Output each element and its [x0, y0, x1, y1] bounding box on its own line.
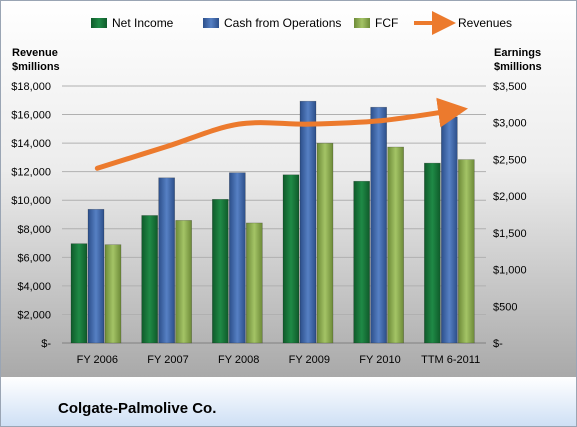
bar-cash-from-operations [441, 116, 458, 344]
category-labels: FY 2006 FY 2007 FY 2008 FY 2009 FY 2010 TTM 6… [77, 354, 481, 366]
gridlines [62, 85, 486, 344]
left-axis-ticks: $- $2,000 $4,000 $6,000 $8,000 $10,000 $12,000… [11, 81, 51, 350]
bars [70, 100, 475, 344]
left-axis-title-line1: Revenue [12, 47, 58, 59]
left-tick-label: $16,000 [11, 110, 51, 122]
right-tick-label: $1,000 [493, 265, 527, 277]
right-tick-label: $2,000 [493, 191, 527, 203]
left-tick-label: $12,000 [11, 167, 51, 179]
category-label: FY 2007 [147, 354, 188, 366]
left-tick-label: $2,000 [17, 309, 51, 321]
right-tick-label: $500 [493, 301, 517, 313]
legend-label-net-income: Net Income [112, 16, 174, 30]
bar-net-income [70, 243, 88, 344]
legend-label-revenues: Revenues [458, 16, 512, 30]
category-label: FY 2010 [359, 354, 400, 366]
right-axis-title-line2: $millions [494, 61, 542, 73]
bar-net-income [141, 215, 158, 344]
legend-swatch-net-income [91, 18, 107, 28]
left-tick-label: $18,000 [11, 81, 51, 93]
legend: Net Income Cash from Operations FCF Reve… [91, 11, 512, 35]
footer-background [1, 377, 576, 426]
right-tick-label: $3,500 [493, 81, 527, 93]
right-tick-label: $1,500 [493, 228, 527, 240]
category-label: FY 2008 [218, 354, 259, 366]
bar-cash-from-operations [299, 100, 317, 344]
right-axis-title-line1: Earnings [494, 47, 541, 59]
bar-fcf [175, 220, 192, 344]
revenue-line [94, 97, 468, 171]
revenue-line-path [94, 97, 468, 171]
company-name: Colgate-Palmolive Co. [58, 400, 216, 417]
right-tick-label: $3,000 [493, 118, 527, 130]
right-tick-label: $- [493, 338, 503, 350]
legend-swatch-fcf [354, 18, 370, 28]
bar-cash-from-operations [158, 177, 175, 344]
left-tick-label: $- [41, 338, 51, 350]
bar-cash-from-operations [229, 172, 246, 344]
right-axis-ticks: $- $500 $1,000 $1,500 $2,000 $2,500 $3,000 $3,5… [493, 81, 527, 350]
bar-net-income [282, 174, 300, 344]
bar-fcf [387, 146, 404, 344]
left-tick-label: $8,000 [17, 224, 51, 236]
bar-fcf [104, 244, 122, 344]
left-tick-label: $10,000 [11, 195, 51, 207]
bar-net-income [353, 180, 370, 344]
category-label: FY 2009 [289, 354, 330, 366]
right-tick-label: $2,500 [493, 154, 527, 166]
bar-fcf [316, 142, 334, 344]
left-tick-label: $6,000 [17, 252, 51, 264]
bar-cash-from-operations [370, 106, 387, 344]
left-tick-label: $14,000 [11, 138, 51, 150]
legend-swatch-cash-from-operations [203, 18, 219, 28]
left-axis-title-line2: $millions [12, 61, 60, 73]
category-label: TTM 6-2011 [421, 354, 480, 366]
bar-cash-from-operations [87, 208, 105, 344]
legend-label-fcf: FCF [375, 16, 398, 30]
bar-fcf [246, 222, 263, 344]
category-label: FY 2006 [77, 354, 118, 366]
legend-label-cash-from-operations: Cash from Operations [224, 16, 341, 30]
bar-net-income [212, 199, 229, 344]
bar-fcf [458, 159, 475, 344]
left-tick-label: $4,000 [17, 281, 51, 293]
bar-net-income [424, 162, 441, 344]
